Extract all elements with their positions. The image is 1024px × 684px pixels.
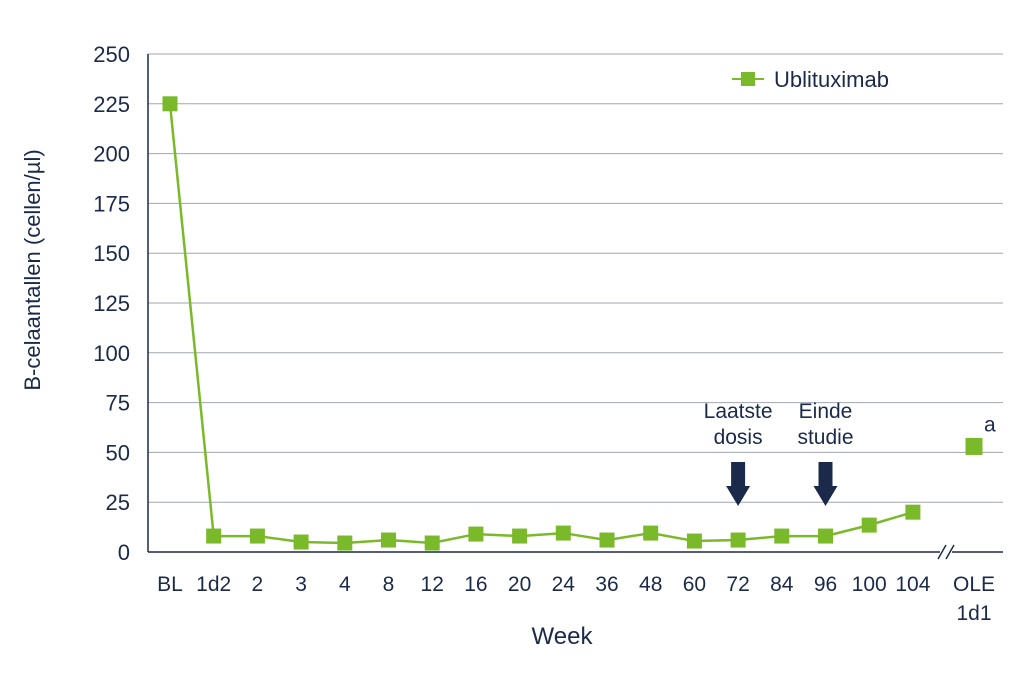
x-tick-label: 48 xyxy=(639,573,662,596)
data-point xyxy=(249,528,265,544)
y-tick-label: 225 xyxy=(93,92,130,117)
x-tick-label: 72 xyxy=(726,573,749,596)
legend-label: Ublituximab xyxy=(774,67,889,92)
data-point-annotation: a xyxy=(984,413,996,436)
legend-marker xyxy=(741,72,755,86)
annotation-label: Laatste xyxy=(704,400,773,423)
y-tick-label: 100 xyxy=(93,341,130,366)
data-point xyxy=(643,525,659,541)
data-point xyxy=(512,528,528,544)
x-axis-label: Week xyxy=(532,623,594,650)
data-point xyxy=(599,532,615,548)
down-arrow-icon xyxy=(726,462,751,506)
gridlines xyxy=(148,53,1003,503)
data-point xyxy=(293,534,309,550)
data-point xyxy=(905,504,921,520)
x-tick-label: 104 xyxy=(895,573,930,596)
x-tick-label: 24 xyxy=(552,573,576,596)
axis-break-mark xyxy=(945,544,955,560)
x-tick-label: 100 xyxy=(852,573,887,596)
data-point xyxy=(730,532,746,548)
x-tick-label: 96 xyxy=(814,573,837,596)
x-tick-label: 20 xyxy=(508,573,531,596)
x-tick-label: 1d2 xyxy=(196,573,231,596)
x-tick-label: 2 xyxy=(252,573,264,596)
data-point xyxy=(337,535,353,551)
x-tick-label: 84 xyxy=(770,573,794,596)
down-arrow-icon xyxy=(813,462,838,506)
x-tick-label: BL xyxy=(157,573,183,596)
data-point xyxy=(818,528,833,544)
data-point xyxy=(424,535,440,551)
y-tick-label: 0 xyxy=(118,540,130,565)
x-axis-ticks: BL 1d2 2 3 4 8 12 16 20 24 36 48 60 72 84 96 100 104 OLE1d… xyxy=(157,573,995,625)
y-tick-label: 175 xyxy=(93,191,130,216)
axis-break-gap xyxy=(940,544,952,560)
data-point xyxy=(774,528,790,544)
x-tick-label: 3 xyxy=(295,573,307,596)
x-tick-label: 8 xyxy=(383,573,395,596)
data-point xyxy=(555,525,571,541)
x-tick-label: 1d1 xyxy=(956,602,991,625)
x-tick-label: 60 xyxy=(683,573,706,596)
data-point xyxy=(206,528,222,544)
series-line xyxy=(168,103,914,545)
y-tick-label: 25 xyxy=(106,490,130,515)
y-tick-label: 250 xyxy=(93,42,130,67)
legend: Ublituximab xyxy=(732,67,889,92)
data-point xyxy=(686,533,702,549)
x-tick-label: 4 xyxy=(339,573,351,596)
y-tick-label: 75 xyxy=(106,391,130,416)
y-axis-label: B-celaantallen (cellen/µl) xyxy=(20,149,45,390)
axis-break-mark xyxy=(937,544,947,560)
y-axis-ticks: 0 25 50 75 100 125 150 175 200 225 250 xyxy=(93,42,130,565)
x-tick-label: 12 xyxy=(421,573,444,596)
x-tick-label: 36 xyxy=(595,573,618,596)
x-tick-label: 16 xyxy=(464,573,487,596)
y-tick-label: 125 xyxy=(93,291,130,316)
annotation-label: studie xyxy=(797,426,853,449)
series: a xyxy=(162,96,996,551)
y-tick-label: 200 xyxy=(93,142,130,167)
annotation-label: dosis xyxy=(714,426,763,449)
axes xyxy=(147,54,1003,560)
y-tick-label: 50 xyxy=(106,440,130,465)
data-point-ole xyxy=(965,437,983,455)
y-tick-label: 150 xyxy=(93,241,130,266)
data-point xyxy=(468,526,484,542)
data-point xyxy=(162,96,178,112)
annotation-label: Einde xyxy=(799,400,853,423)
x-tick-label: OLE xyxy=(953,573,995,596)
data-point xyxy=(381,532,396,548)
annotations: Laatste dosis Einde studie xyxy=(704,400,854,506)
data-point xyxy=(861,517,877,533)
